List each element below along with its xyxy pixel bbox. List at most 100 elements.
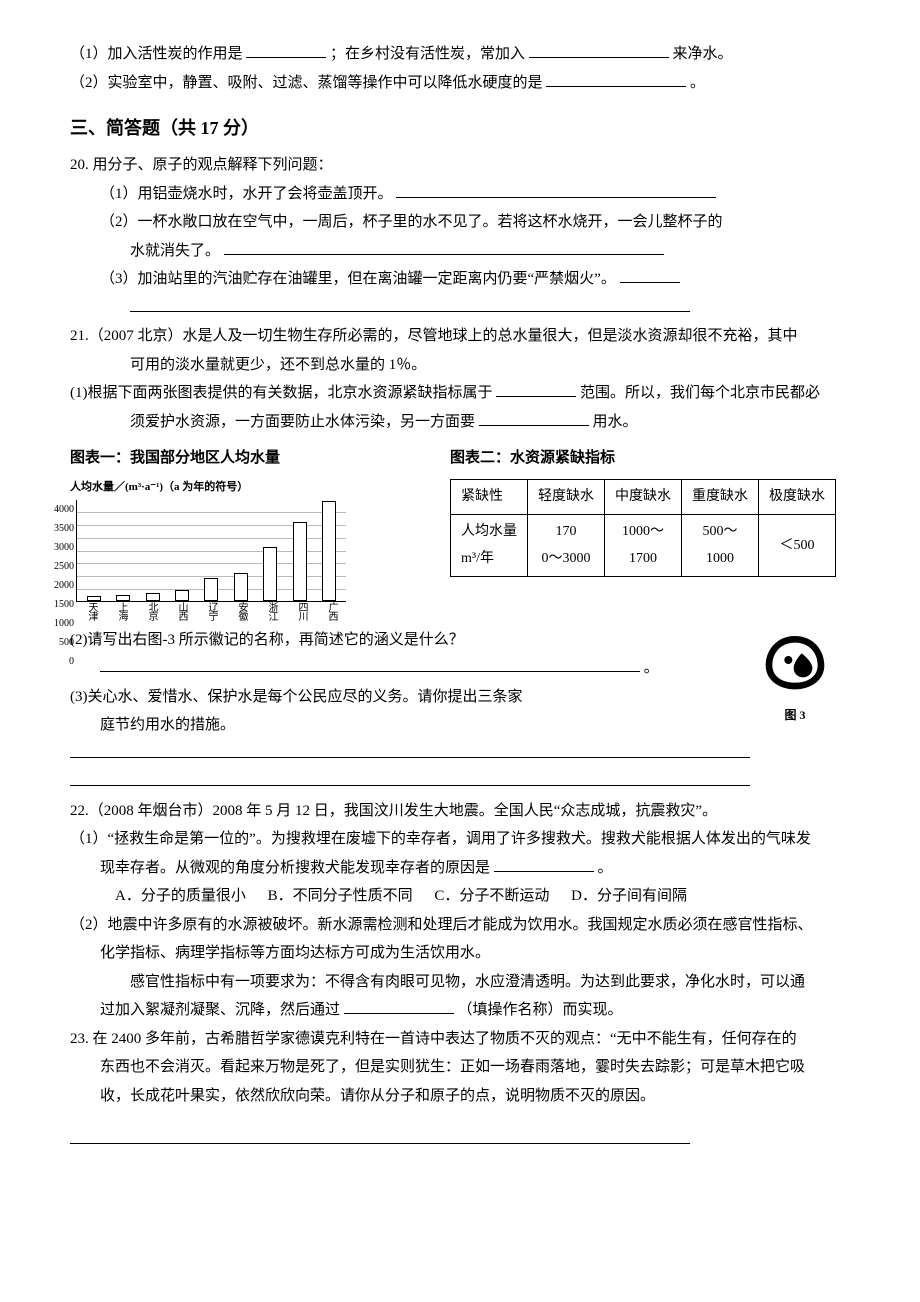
blank[interactable] — [396, 182, 716, 198]
blank[interactable] — [529, 42, 669, 58]
chart-titles: 图表一：我国部分地区人均水量 图表二：水资源紧缺指标 — [70, 444, 870, 473]
q20-head: 20. 用分子、原子的观点解释下列问题： — [70, 151, 870, 180]
chart2-title: 图表二：水资源紧缺指标 — [450, 444, 615, 473]
chart-bar — [146, 593, 160, 601]
chart-xlabels: 天津上海北京山西辽宁安徽浙江四川广西 — [76, 602, 346, 624]
cell: 1000～ 1700 — [605, 515, 682, 577]
text: （2）实验室中，静置、吸附、过滤、蒸馏等操作中可以降低水硬度的是 — [70, 75, 543, 91]
q21-3b: 庭节约用水的措施。 — [70, 711, 870, 740]
q22-2d: 过加入絮凝剂凝聚、沉降，然后通过 （填操作名称）而实现。 — [70, 996, 870, 1025]
text: （1）加入活性炭的作用是 — [70, 46, 243, 62]
blank[interactable] — [70, 1128, 690, 1144]
chart-bar — [204, 578, 218, 601]
q21-3a: (3)关心水、爱惜水、保护水是每个公民应尽的义务。请你提出三条家 — [70, 683, 870, 712]
chart-plot — [76, 500, 346, 602]
text: 。 — [598, 860, 613, 876]
blank[interactable] — [130, 296, 690, 312]
q21-1a: (1)根据下面两张图表提供的有关数据，北京水资源紧缺指标属于 范围。所以，我们每… — [70, 379, 870, 408]
period: 。 — [644, 660, 659, 676]
charts-row: 人均水量／(m³·a⁻¹)（a 为年的符号） 40003500300025002… — [70, 477, 870, 620]
chart-ylabels: 40003500300025002000150010005000 — [46, 500, 74, 602]
cell: ＜500 — [759, 515, 836, 577]
cell: 500～ 1000 — [682, 515, 759, 577]
blank[interactable] — [496, 381, 576, 397]
scarcity-table: 紧缺性 轻度缺水 中度缺水 重度缺水 极度缺水 人均水量 m³/年 170 0～… — [450, 479, 836, 578]
text: 须爱护水资源，一方面要防止水体污染，另一方面要 — [130, 414, 475, 430]
cell: 极度缺水 — [759, 479, 836, 515]
q21-head-b: 可用的淡水量就更少，还不到总水量的 1％。 — [70, 351, 870, 380]
chart-bar — [263, 547, 277, 601]
blank[interactable] — [246, 42, 326, 58]
q23-line — [70, 1126, 870, 1155]
chart1-title: 图表一：我国部分地区人均水量 — [70, 444, 450, 473]
q23-c: 收，长成花叶果实，依然欣欣向荣。请你从分子和原子的点，说明物质不灭的原因。 — [70, 1082, 870, 1111]
q20-3-line — [70, 294, 870, 323]
table-row: 紧缺性 轻度缺水 中度缺水 重度缺水 极度缺水 — [451, 479, 836, 515]
text: （3）加油站里的汽油贮存在油罐里，但在离油罐一定距离内仍要“严禁烟火”。 — [100, 271, 616, 287]
q20-1: （1）用铝壶烧水时，水开了会将壶盖顶开。 — [70, 180, 870, 209]
blank[interactable] — [494, 856, 594, 872]
q21-2: (2)请写出右图-3 所示徽记的名称，再简述它的涵义是什么？ — [70, 626, 870, 655]
blank[interactable] — [479, 410, 589, 426]
blank[interactable] — [344, 998, 454, 1014]
blank[interactable] — [224, 239, 664, 255]
q20-2b: 水就消失了。 — [70, 237, 870, 266]
blank[interactable] — [100, 656, 640, 672]
text: 过加入絮凝剂凝聚、沉降，然后通过 — [100, 1002, 340, 1018]
table-row: 人均水量 m³/年 170 0～3000 1000～ 1700 500～ 100… — [451, 515, 836, 577]
text: （填操作名称）而实现。 — [458, 1002, 623, 1018]
q-top-2: （2）实验室中，静置、吸附、过滤、蒸馏等操作中可以降低水硬度的是 。 — [70, 69, 870, 98]
q22-options: A．分子的质量很小 B．不同分子性质不同 C．分子不断运动 D．分子间有间隔 — [70, 882, 870, 911]
text: 来净水。 — [673, 46, 733, 62]
option-d[interactable]: D．分子间有间隔 — [571, 882, 687, 911]
q22-1b: 现幸存者。从微观的角度分析搜救犬能发现幸存者的原因是 。 — [70, 854, 870, 883]
chart-bar — [234, 573, 248, 601]
cell: 紧缺性 — [451, 479, 528, 515]
q23-a: 23. 在 2400 多年前，古希腊哲学家德谟克利特在一首诗中表达了物质不灭的观… — [70, 1025, 870, 1054]
bar-chart: 人均水量／(m³·a⁻¹)（a 为年的符号） 40003500300025002… — [70, 477, 430, 620]
q-top-1: （1）加入活性炭的作用是 ；在乡村没有活性炭，常加入 来净水。 — [70, 40, 870, 69]
q20-3: （3）加油站里的汽油贮存在油罐里，但在离油罐一定距离内仍要“严禁烟火”。 — [70, 265, 870, 294]
logo-caption: 图 3 — [760, 704, 830, 727]
chart-bar — [293, 522, 307, 601]
option-b[interactable]: B．不同分子性质不同 — [268, 882, 413, 911]
water-logo: 图 3 — [760, 632, 830, 727]
option-c[interactable]: C．分子不断运动 — [434, 882, 549, 911]
section-3-title: 三、简答题（共 17 分） — [70, 111, 870, 145]
blank[interactable] — [70, 770, 750, 786]
text: 范围。所以，我们每个北京市民都必 — [580, 385, 820, 401]
cell: 重度缺水 — [682, 479, 759, 515]
text: （1）用铝壶烧水时，水开了会将壶盖顶开。 — [100, 186, 393, 202]
text: (1)根据下面两张图表提供的有关数据，北京水资源紧缺指标属于 — [70, 385, 493, 401]
cell: 中度缺水 — [605, 479, 682, 515]
q22-2c: 感官性指标中有一项要求为：不得含有肉眼可见物，水应澄清透明。为达到此要求，净化水… — [70, 968, 870, 997]
q21-3-line1 — [70, 740, 870, 769]
text: 用水。 — [593, 414, 638, 430]
q23-b: 东西也不会消灭。看起来万物是死了，但是实则犹生：正如一场春雨落地，霎时失去踪影；… — [70, 1053, 870, 1082]
text: 。 — [690, 75, 705, 91]
chart-bar — [175, 590, 189, 600]
water-logo-icon — [760, 632, 830, 692]
cell: 轻度缺水 — [528, 479, 605, 515]
q21-3-line2 — [70, 768, 870, 797]
chart-bar — [116, 595, 130, 601]
chart-bar — [322, 501, 336, 600]
blank[interactable] — [546, 71, 686, 87]
option-a[interactable]: A．分子的质量很小 — [115, 882, 246, 911]
blank[interactable] — [620, 267, 680, 283]
q20-2a: （2）一杯水敞口放在空气中，一周后，杯子里的水不见了。若将这杯水烧开，一会儿整杯… — [70, 208, 870, 237]
text: ；在乡村没有活性炭，常加入 — [330, 46, 525, 62]
q22-2b: 化学指标、病理学指标等方面均达标方可成为生活饮用水。 — [70, 939, 870, 968]
blank[interactable] — [70, 742, 750, 758]
q22-1a: （1）“拯救生命是第一位的”。为搜救埋在废墟下的幸存者，调用了许多搜救犬。搜救犬… — [70, 825, 870, 854]
chart-bar — [87, 596, 101, 601]
q21-head-a: 21.（2007 北京）水是人及一切生物生存所必需的，尽管地球上的总水量很大，但… — [70, 322, 870, 351]
q22-head: 22.（2008 年烟台市）2008 年 5 月 12 日，我国汶川发生大地震。… — [70, 797, 870, 826]
text: 现幸存者。从微观的角度分析搜救犬能发现幸存者的原因是 — [100, 860, 490, 876]
chart-area: 40003500300025002000150010005000 天津上海北京山… — [76, 500, 346, 620]
chart-axis-label: 人均水量／(m³·a⁻¹)（a 为年的符号） — [70, 477, 430, 498]
q21-1b: 须爱护水资源，一方面要防止水体污染，另一方面要 用水。 — [70, 408, 870, 437]
q21-2-line: 。 — [70, 654, 870, 683]
cell: 人均水量 m³/年 — [451, 515, 528, 577]
q22-2a: （2）地震中许多原有的水源被破坏。新水源需检测和处理后才能成为饮用水。我国规定水… — [70, 911, 870, 940]
